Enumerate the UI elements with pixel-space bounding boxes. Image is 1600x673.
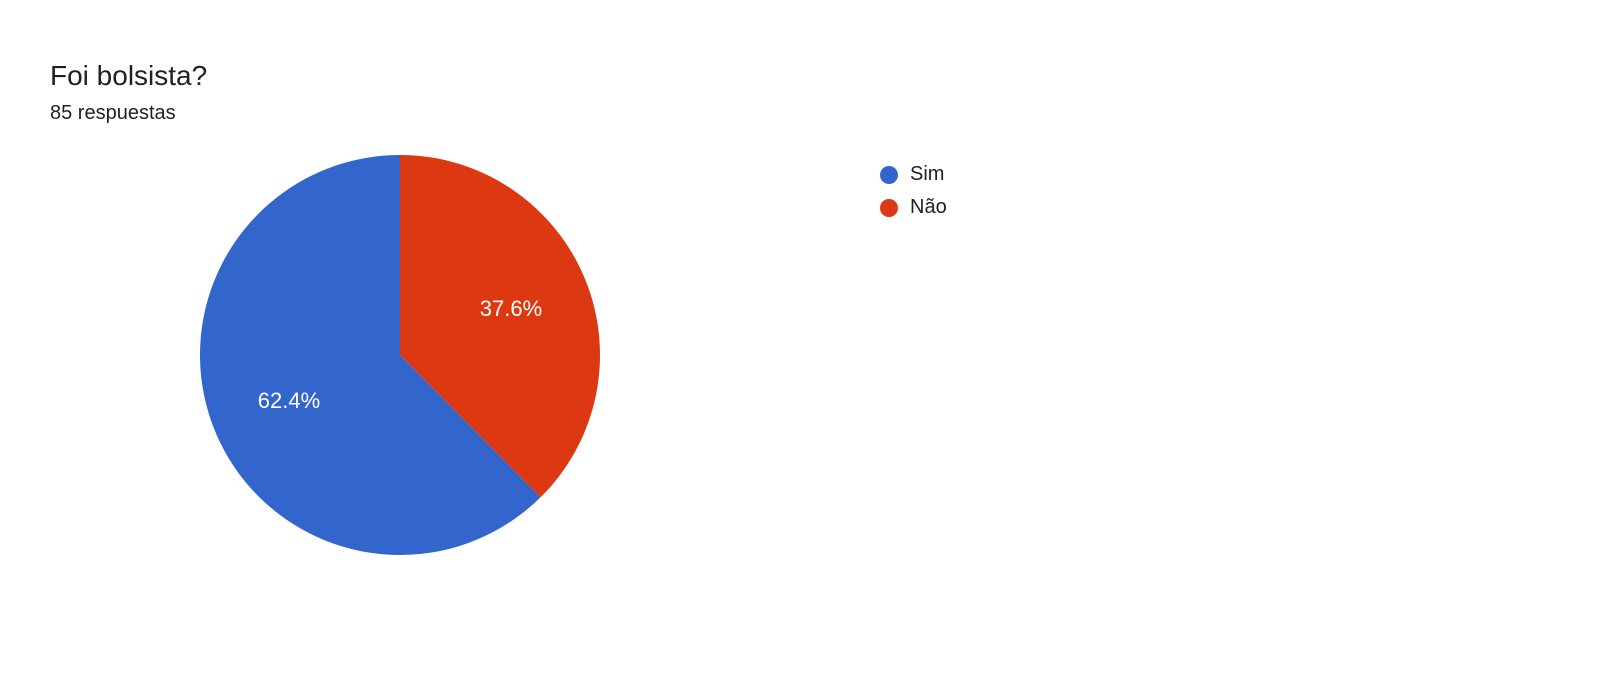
pie-svg [200, 155, 600, 555]
legend: Sim Não [880, 163, 947, 229]
pie-chart: 37.6%62.4% [200, 155, 600, 555]
chart-subtitle: 85 respuestas [50, 102, 1550, 125]
legend-label: Não [910, 196, 947, 219]
chart-title: Foi bolsista? [50, 60, 1550, 92]
legend-item[interactable]: Sim [880, 163, 947, 186]
chart-area: 37.6%62.4% Sim Não [50, 155, 1550, 555]
pie-wrap: 37.6%62.4% [50, 155, 750, 555]
chart-container: Foi bolsista? 85 respuestas 37.6%62.4% S… [0, 0, 1600, 615]
legend-swatch [880, 166, 898, 184]
legend-label: Sim [910, 163, 944, 186]
legend-item[interactable]: Não [880, 196, 947, 219]
legend-swatch [880, 199, 898, 217]
